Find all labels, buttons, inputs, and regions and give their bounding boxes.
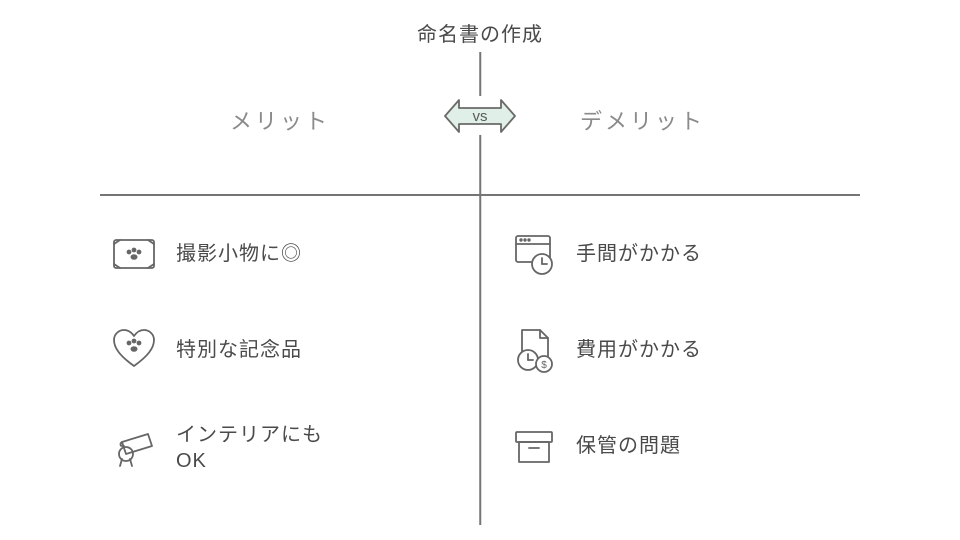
diagram-title: 命名書の作成 <box>417 18 543 47</box>
svg-text:vs: vs <box>473 108 488 125</box>
double-arrow-icon: vs <box>443 96 517 136</box>
list-item: 保管の問題 <box>510 422 870 470</box>
item-label: 費用がかかる <box>576 337 702 363</box>
item-label: 特別な記念品 <box>176 337 302 363</box>
list-item: 撮影小物に◎ <box>110 230 470 278</box>
list-item: 特別な記念品 <box>110 326 470 374</box>
title-stem-line <box>479 52 481 96</box>
list-item: 手間がかかる <box>510 230 870 278</box>
photo-paw-icon <box>110 230 158 278</box>
window-clock-icon <box>510 230 558 278</box>
item-label: 保管の問題 <box>576 433 681 459</box>
right-heading: デメリット <box>580 104 705 136</box>
document-money-icon: $ <box>510 326 558 374</box>
diploma-icon <box>110 424 158 472</box>
vs-badge: vs <box>443 96 517 136</box>
list-item: $ 費用がかかる <box>510 326 870 374</box>
item-label: インテリアにも OK <box>176 422 323 474</box>
left-heading: メリット <box>230 104 330 136</box>
merit-column: 撮影小物に◎ 特別な記念品 インテリアにも OK <box>110 230 470 522</box>
list-item: インテリアにも OK <box>110 422 470 474</box>
archive-box-icon <box>510 422 558 470</box>
item-label: 手間がかかる <box>576 241 702 267</box>
heart-paw-icon <box>110 326 158 374</box>
demerit-column: 手間がかかる $ 費用がかかる 保管の問題 <box>510 230 870 518</box>
item-label: 撮影小物に◎ <box>176 241 302 267</box>
vertical-separator <box>479 135 481 525</box>
svg-text:$: $ <box>541 360 547 371</box>
